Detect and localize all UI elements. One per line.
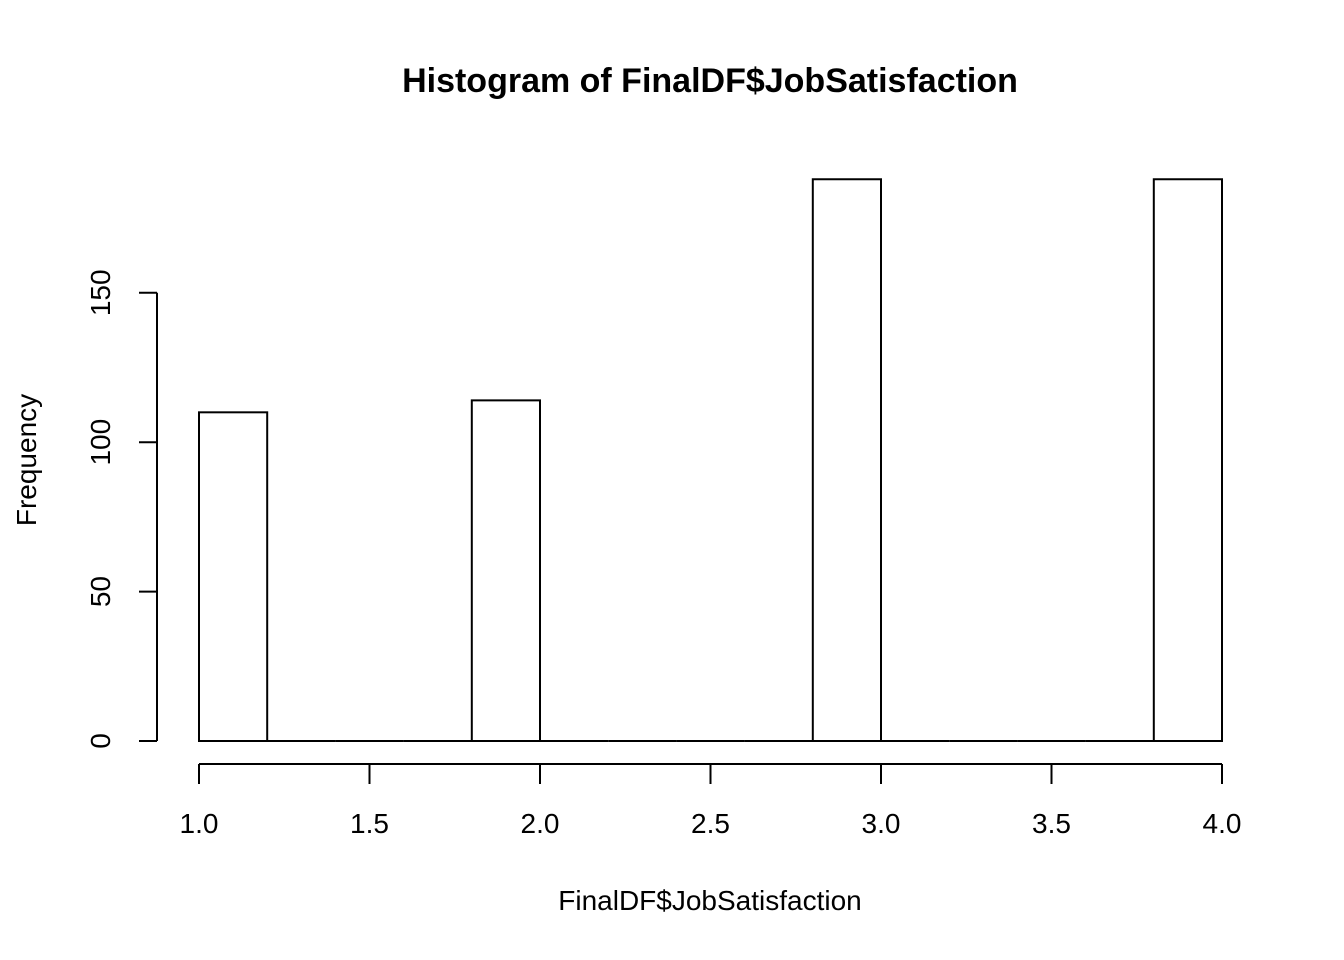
x-tick-label: 1.0: [180, 808, 219, 839]
x-tick-label: 4.0: [1203, 808, 1242, 839]
y-axis: 0 50 100 150: [85, 269, 158, 749]
histogram-bars: [198, 178, 1224, 743]
y-tick-label: 100: [85, 419, 116, 466]
y-tick-label: 0: [85, 733, 116, 749]
x-axis: 1.0 1.5 2.0 2.5 3.0 3.5 4.0: [180, 763, 1242, 839]
x-tick-label: 2.0: [521, 808, 560, 839]
histogram-bar: [1152, 178, 1224, 743]
chart-title: Histogram of FinalDF$JobSatisfaction: [402, 62, 1018, 100]
x-tick-label: 1.5: [350, 808, 389, 839]
x-tick-label: 2.5: [691, 808, 730, 839]
y-tick-label: 50: [85, 576, 116, 607]
x-axis-label: FinalDF$JobSatisfaction: [558, 885, 861, 916]
y-axis-label: Frequency: [11, 394, 42, 526]
histogram-bar: [811, 178, 882, 743]
histogram-bar: [470, 399, 541, 742]
x-tick-label: 3.5: [1032, 808, 1071, 839]
x-tick-label: 3.0: [862, 808, 901, 839]
histogram-bar: [198, 411, 269, 742]
y-tick-label: 150: [85, 269, 116, 316]
